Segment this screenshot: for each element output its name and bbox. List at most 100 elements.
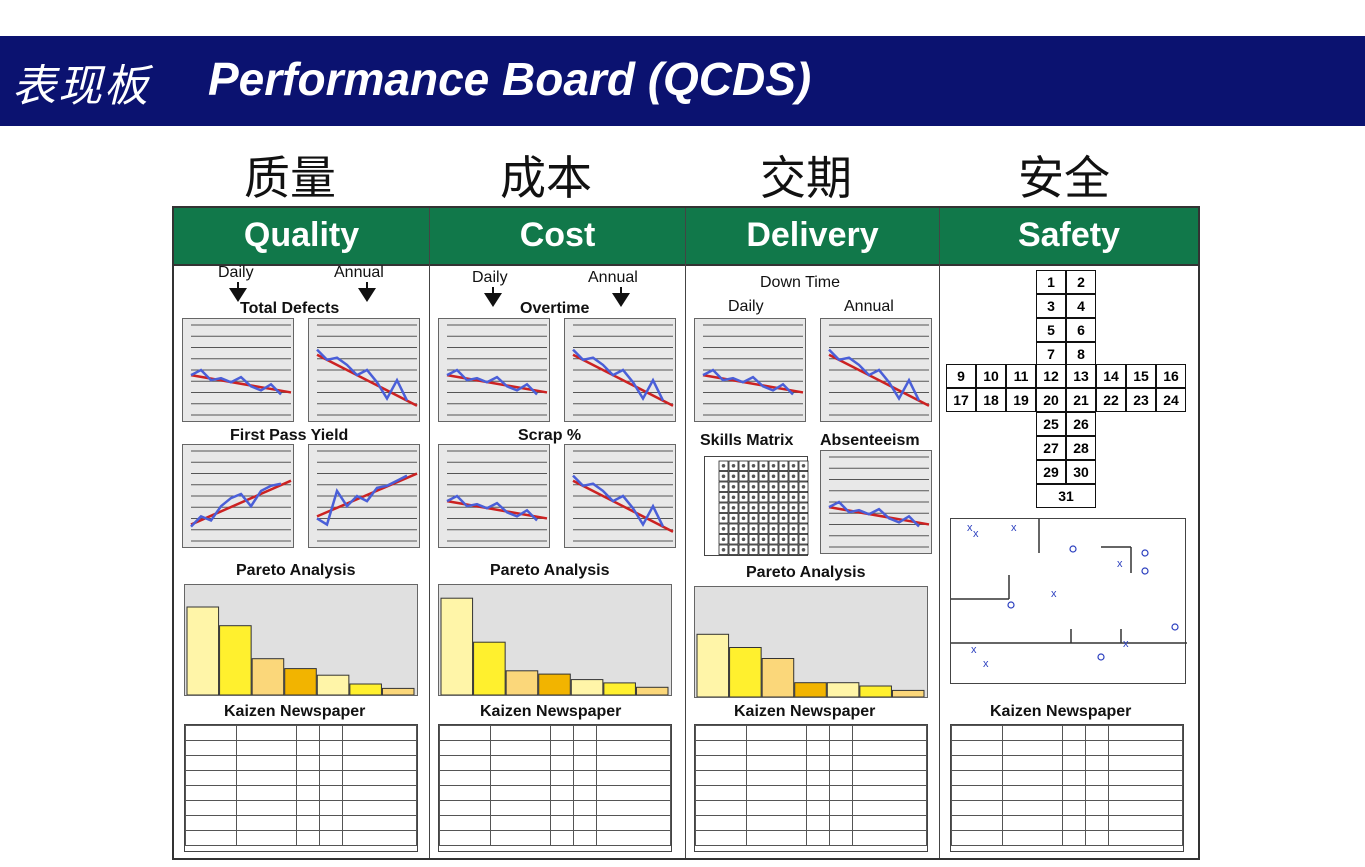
table-cell: [1001, 815, 1063, 831]
data-line: [316, 348, 409, 402]
near-miss-o-mark: [1069, 545, 1077, 553]
skill-mark: [741, 527, 746, 531]
safety-cn-label: 安全: [1018, 151, 1110, 205]
table-cell: [852, 800, 927, 816]
cross-day-2: 2: [1066, 270, 1096, 294]
pareto-bar: [440, 597, 474, 696]
cost-annual-arrow-icon: [612, 293, 630, 307]
pareto-bar: [473, 641, 506, 696]
table-cell: [1084, 755, 1110, 771]
skill-mark: [801, 495, 806, 500]
table-cell: [1001, 740, 1063, 756]
delivery-downtime-label: Down Time: [760, 274, 841, 291]
cross-day-16: 16: [1156, 364, 1186, 388]
skill-mark: [801, 537, 806, 542]
skill-mark: [801, 464, 806, 468]
table-cell: [235, 770, 297, 786]
skill-mark: [781, 474, 786, 479]
table-row: [185, 830, 417, 846]
skill-mark: [721, 537, 726, 542]
pareto-bar: [538, 673, 571, 696]
trend-line: [572, 353, 674, 407]
table-cell: [951, 800, 1003, 816]
table-cell: [596, 815, 671, 831]
trend-line: [190, 479, 292, 526]
skill-mark: [731, 495, 736, 500]
cross-day-6: 6: [1066, 318, 1096, 342]
cross-day-18: 18: [976, 388, 1006, 412]
skill-mark: [741, 474, 746, 479]
skill-mark: [771, 516, 776, 521]
skill-mark: [781, 506, 786, 510]
table-cell: [489, 815, 551, 831]
cost-pareto-chart: [438, 584, 672, 696]
table-cell: [318, 740, 344, 756]
title-chinese: 表现板: [12, 61, 150, 112]
table-row: [951, 725, 1183, 741]
skill-mark: [781, 527, 786, 531]
data-line: [446, 494, 538, 522]
skill-mark: [761, 537, 766, 542]
quality-defects-daily-chart: [182, 318, 294, 422]
table-cell: [852, 815, 927, 831]
table-cell: [805, 770, 830, 786]
skill-mark: [751, 506, 756, 510]
table-cell: [572, 770, 598, 786]
table-cell: [695, 770, 747, 786]
delivery-news-title: Kaizen Newspaper: [734, 703, 876, 720]
skill-mark: [801, 548, 806, 552]
skill-mark: [721, 506, 726, 510]
cost-news-title: Kaizen Newspaper: [480, 703, 622, 720]
skill-mark: [731, 516, 736, 521]
table-row: [951, 830, 1183, 846]
table-cell: [318, 830, 344, 846]
table-cell: [1108, 785, 1183, 801]
skill-mark: [751, 527, 756, 531]
table-cell: [1084, 815, 1110, 831]
table-cell: [596, 725, 671, 741]
table-cell: [1084, 740, 1110, 756]
table-cell: [342, 770, 417, 786]
skill-mark: [771, 485, 776, 489]
skill-mark: [791, 548, 796, 552]
table-cell: [1108, 740, 1183, 756]
table-cell: [695, 755, 747, 771]
table-cell: [805, 785, 830, 801]
delivery-downtime-annual-chart: [820, 318, 932, 422]
delivery-absenteeism-chart: [820, 450, 932, 554]
skill-mark: [741, 485, 746, 489]
skill-mark: [771, 464, 776, 468]
skill-mark: [751, 464, 756, 468]
mini-chart-svg: [572, 450, 674, 542]
delivery-absent-title: Absenteeism: [820, 432, 920, 449]
data-line: [572, 474, 665, 528]
cross-day-17: 17: [946, 388, 976, 412]
incident-x-mark: x: [1117, 558, 1123, 570]
table-row: [695, 785, 927, 801]
quality-news-title: Kaizen Newspaper: [224, 703, 366, 720]
table-cell: [185, 725, 237, 741]
cross-day-12: 12: [1036, 364, 1066, 388]
table-row: [439, 740, 671, 756]
quality-kaizen-newspaper: [184, 724, 418, 852]
pareto-bar: [826, 682, 860, 698]
pareto-bar: [251, 658, 285, 696]
skill-mark: [771, 527, 776, 531]
table-cell: [235, 785, 297, 801]
performance-board: Quality Cost Delivery Safety: [172, 206, 1200, 860]
table-row: [185, 815, 417, 831]
pareto-bar: [284, 668, 317, 696]
pareto-bar: [635, 686, 669, 696]
skill-mark: [721, 495, 726, 500]
table-cell: [489, 800, 551, 816]
table-cell: [185, 770, 237, 786]
table-cell: [489, 770, 551, 786]
table-cell: [805, 830, 830, 846]
delivery-column: Delivery: [686, 208, 940, 858]
table-cell: [951, 785, 1003, 801]
skill-mark: [741, 516, 746, 521]
mini-chart-svg: [316, 324, 418, 416]
skill-mark: [771, 548, 776, 552]
table-cell: [596, 830, 671, 846]
